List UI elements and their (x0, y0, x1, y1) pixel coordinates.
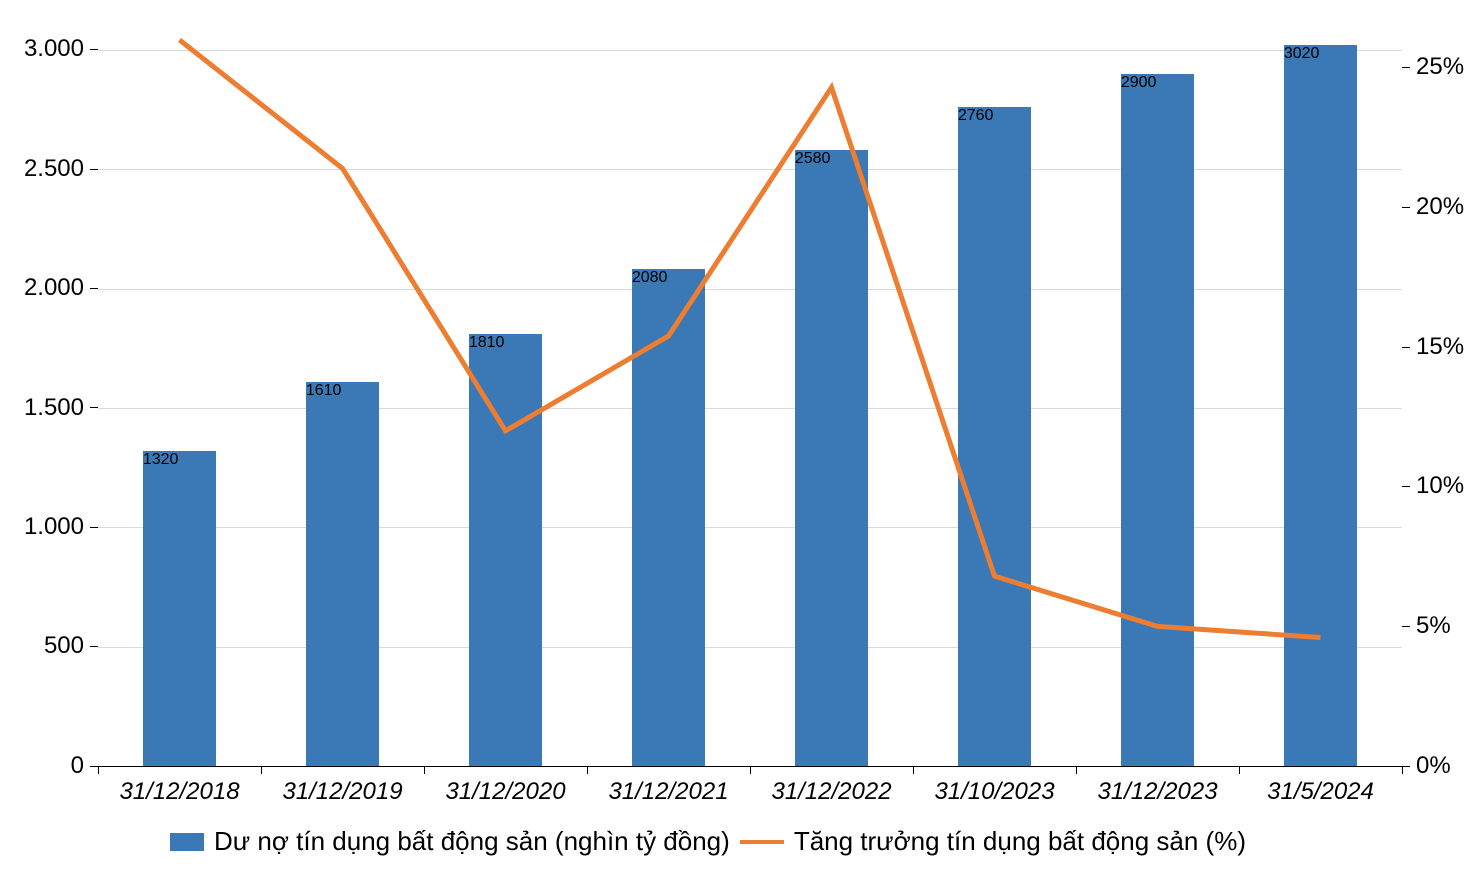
y-left-tick-mark (90, 646, 98, 647)
y-right-tick-mark (1402, 486, 1410, 487)
y-right-tick-label: 15% (1416, 333, 1464, 361)
y-left-tick-mark (90, 49, 98, 50)
x-tick-label: 31/10/2023 (934, 778, 1054, 806)
x-tick-label: 31/12/2018 (119, 778, 239, 806)
combo-chart: 1320 1610 1810 2080 2580 2760 2900 3020 0 500 1.00… (0, 0, 1476, 873)
grid-line (98, 50, 1402, 51)
grid-line (98, 647, 1402, 648)
bar: 2580 (795, 150, 868, 766)
y-right-tick-label: 5% (1416, 612, 1451, 640)
y-left-tick-label: 500 (44, 632, 84, 660)
x-tick-mark (261, 766, 262, 774)
bar: 2760 (958, 107, 1031, 766)
x-tick-mark (1239, 766, 1240, 774)
x-tick-label: 31/12/2021 (608, 778, 728, 806)
y-right-tick-label: 10% (1416, 472, 1464, 500)
x-tick-mark (424, 766, 425, 774)
legend-swatch-line (740, 840, 784, 844)
y-left-tick-label: 0 (71, 752, 84, 780)
y-right-tick-mark (1402, 347, 1410, 348)
bar: 1610 (306, 382, 379, 766)
x-tick-mark (1402, 766, 1403, 774)
legend-swatch-bar (170, 833, 204, 851)
y-left-tick-label: 2.000 (24, 274, 84, 302)
y-left-tick-mark (90, 527, 98, 528)
y-left-tick-label: 2.500 (24, 155, 84, 183)
bar: 1810 (469, 334, 542, 766)
grid-line (98, 408, 1402, 409)
bar: 2080 (632, 269, 705, 766)
y-right-tick-label: 0% (1416, 752, 1451, 780)
plot-area: 1320 1610 1810 2080 2580 2760 2900 3020 (98, 26, 1402, 766)
x-tick-mark (1076, 766, 1077, 774)
y-right-tick-mark (1402, 67, 1410, 68)
y-right-tick-mark (1402, 626, 1410, 627)
y-left-tick-mark (90, 288, 98, 289)
legend-label: Dư nợ tín dụng bất động sản (nghìn tỷ đồ… (214, 826, 730, 857)
x-tick-mark (913, 766, 914, 774)
x-tick-label: 31/12/2020 (445, 778, 565, 806)
y-left-tick-mark (90, 169, 98, 170)
x-tick-label: 31/12/2023 (1097, 778, 1217, 806)
y-left-tick-label: 1.500 (24, 394, 84, 422)
y-left-tick-label: 3.000 (24, 35, 84, 63)
grid-line (98, 527, 1402, 528)
x-tick-mark (587, 766, 588, 774)
x-tick-label: 31/5/2024 (1267, 778, 1374, 806)
line-series (98, 26, 1402, 766)
bar: 1320 (143, 451, 216, 766)
grid-line (98, 289, 1402, 290)
bar: 3020 (1284, 45, 1357, 766)
y-right-tick-mark (1402, 766, 1410, 767)
legend: Dư nợ tín dụng bất động sản (nghìn tỷ đồ… (170, 826, 1246, 857)
y-left-tick-mark (90, 407, 98, 408)
y-right-tick-mark (1402, 207, 1410, 208)
x-tick-label: 31/12/2022 (771, 778, 891, 806)
x-tick-label: 31/12/2019 (282, 778, 402, 806)
bar: 2900 (1121, 74, 1194, 766)
y-right-tick-label: 25% (1416, 53, 1464, 81)
x-tick-mark (750, 766, 751, 774)
grid-line (98, 169, 1402, 170)
y-right-tick-label: 20% (1416, 193, 1464, 221)
x-tick-mark (98, 766, 99, 774)
y-left-tick-label: 1.000 (24, 513, 84, 541)
legend-label: Tăng trưởng tín dụng bất động sản (%) (794, 826, 1246, 857)
